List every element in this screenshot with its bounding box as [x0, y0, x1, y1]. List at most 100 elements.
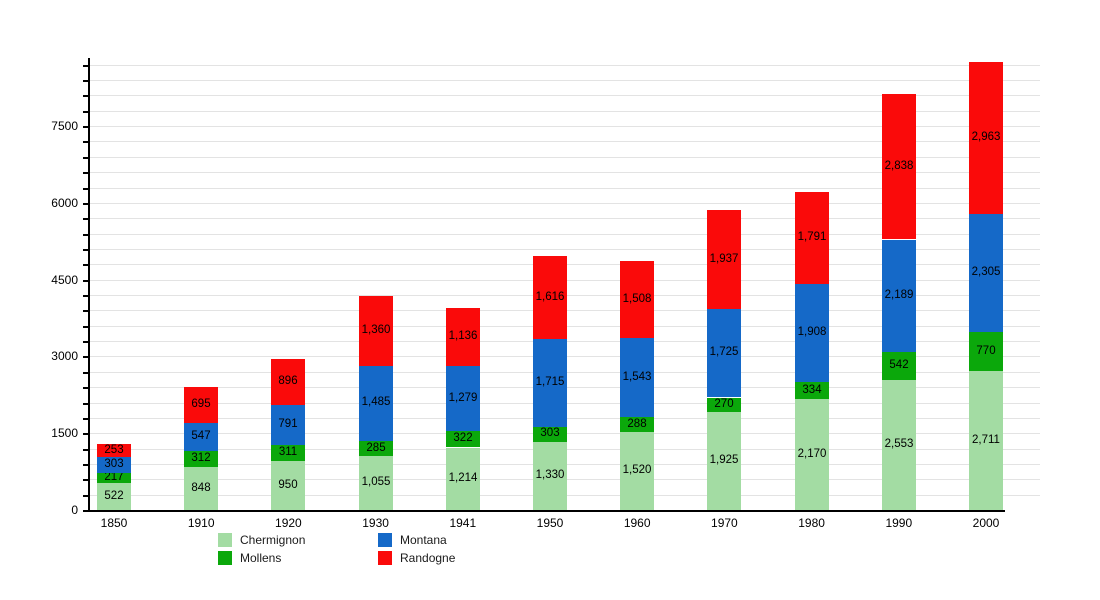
y-axis-tick [83, 510, 88, 512]
segment-value-label: 848 [191, 481, 211, 494]
segment-value-label: 950 [278, 478, 298, 491]
legend-label: Randogne [400, 551, 456, 565]
y-axis-tick [83, 326, 88, 328]
segment-value-label: 547 [191, 430, 211, 443]
y-axis-tick [83, 188, 88, 190]
bar-segment-mollens: 311 [271, 445, 305, 461]
bar-segment-chermignon: 1,925 [707, 411, 741, 510]
legend-item-chermignon: Chermignon [218, 531, 378, 549]
y-axis [88, 58, 90, 512]
y-axis-tick [83, 234, 88, 236]
x-tick-label: 1950 [536, 516, 564, 530]
segment-value-label: 2,963 [971, 131, 1001, 144]
segment-value-label: 1,543 [622, 370, 652, 383]
y-tick-label: 6000 [51, 195, 78, 210]
bar-segment-randogne: 695 [184, 387, 218, 423]
bar-segment-chermignon: 2,170 [795, 399, 829, 510]
y-axis-tick [83, 387, 88, 389]
bar-segment-mollens: 303 [533, 426, 567, 442]
bar-segment-randogne: 1,136 [446, 308, 480, 366]
segment-value-label: 1,520 [622, 464, 652, 477]
bar-segment-randogne: 1,937 [707, 210, 741, 309]
segment-value-label: 2,189 [884, 289, 914, 302]
legend-label: Mollens [240, 551, 282, 565]
bar-segment-mollens: 312 [184, 451, 218, 467]
gridline [88, 141, 1040, 142]
bar-segment-mollens: 322 [446, 431, 480, 447]
y-tick-label: 3000 [51, 349, 78, 364]
y-axis-tick [83, 249, 88, 251]
y-axis-tick [83, 356, 88, 358]
bar-segment-chermignon: 848 [184, 467, 218, 510]
x-axis [88, 510, 1005, 512]
segment-value-label: 1,485 [361, 396, 391, 409]
bar-segment-montana: 791 [271, 405, 305, 445]
bar-segment-mollens: 285 [359, 441, 393, 456]
gridline [88, 188, 1040, 189]
bar-segment-montana: 1,725 [707, 309, 741, 397]
bar-segment-montana: 1,908 [795, 284, 829, 382]
segment-value-label: 1,791 [797, 231, 827, 244]
y-tick-label: 1500 [51, 426, 78, 441]
y-axis-tick [83, 372, 88, 374]
y-axis-tick [83, 403, 88, 405]
segment-value-label: 542 [889, 359, 909, 372]
segment-value-label: 217 [104, 470, 124, 483]
segment-value-label: 2,711 [972, 433, 1000, 446]
legend-swatch-randogne [378, 551, 392, 565]
segment-value-label: 311 [278, 446, 298, 459]
legend-swatch-montana [378, 533, 392, 547]
y-axis-tick [83, 126, 88, 128]
bar-segment-chermignon: 2,553 [882, 379, 916, 510]
bar-segment-randogne: 1,360 [359, 296, 393, 366]
y-tick-label: 7500 [51, 119, 78, 134]
y-axis-tick [83, 433, 88, 435]
gridline [88, 65, 1040, 66]
y-axis-tick [83, 95, 88, 97]
y-axis-tick [83, 157, 88, 159]
y-axis-tick [83, 218, 88, 220]
segment-value-label: 791 [278, 418, 298, 431]
bar-segment-montana: 1,715 [533, 339, 567, 427]
legend-swatch-chermignon [218, 533, 232, 547]
x-tick-label: 1980 [798, 516, 825, 530]
x-tick-label: 1970 [711, 516, 738, 530]
y-axis-tick [83, 295, 88, 297]
segment-value-label: 770 [976, 344, 996, 357]
segment-value-label: 253 [104, 443, 124, 456]
segment-value-label: 2,838 [884, 159, 914, 172]
segment-value-label: 1,279 [448, 391, 478, 404]
bar-segment-mollens: 334 [795, 382, 829, 399]
segment-value-label: 1,508 [622, 292, 652, 305]
bar-segment-mollens: 217 [97, 470, 131, 483]
gridline [88, 80, 1040, 81]
y-axis-tick [83, 495, 88, 497]
gridline [88, 126, 1040, 127]
segment-value-label: 695 [191, 398, 211, 411]
bar-segment-chermignon: 1,055 [359, 456, 393, 510]
segment-value-label: 1,330 [535, 469, 565, 482]
y-tick-label: 0 [71, 503, 78, 517]
segment-value-label: 1,908 [797, 326, 827, 339]
legend-item-mollens: Mollens [218, 549, 378, 567]
bar-segment-mollens: 288 [620, 417, 654, 432]
y-axis-tick [83, 341, 88, 343]
bar-segment-randogne: 2,838 [882, 94, 916, 239]
bar-segment-randogne: 1,508 [620, 261, 654, 338]
legend-swatch-mollens [218, 551, 232, 565]
bar-segment-randogne: 2,963 [969, 62, 1003, 214]
y-tick-label: 4500 [51, 272, 78, 287]
y-axis-tick [83, 449, 88, 451]
segment-value-label: 1,725 [709, 346, 739, 359]
gridline [88, 203, 1040, 204]
bar-segment-mollens: 542 [882, 352, 916, 380]
bar-segment-chermignon: 2,711 [969, 371, 1003, 510]
y-axis-tick [83, 310, 88, 312]
x-tick-label: 1990 [885, 516, 913, 530]
y-axis-tick [83, 141, 88, 143]
bar-segment-mollens: 770 [969, 332, 1003, 371]
segment-value-label: 1,360 [361, 324, 391, 337]
y-axis-tick [83, 172, 88, 174]
segment-value-label: 285 [366, 441, 386, 454]
x-tick-label: 1930 [362, 516, 389, 530]
